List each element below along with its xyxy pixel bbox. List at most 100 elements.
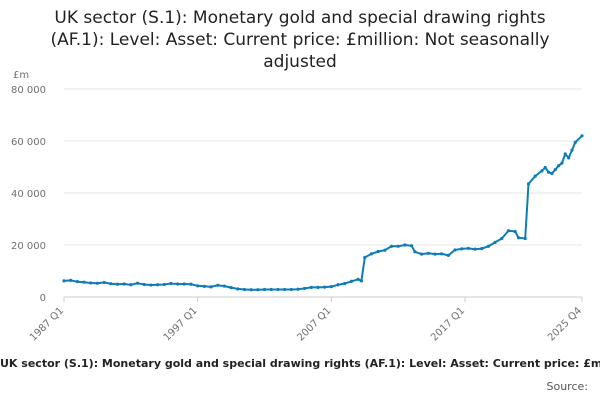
data-point	[155, 283, 160, 287]
data-point	[526, 182, 531, 186]
data-point	[289, 287, 293, 292]
data-point	[533, 174, 537, 178]
data-point	[202, 284, 206, 288]
data-point	[573, 140, 577, 144]
data-point	[189, 282, 193, 286]
series-line	[63, 135, 583, 291]
data-point	[336, 283, 340, 287]
data-point	[296, 287, 300, 291]
data-point	[102, 280, 106, 285]
data-point	[523, 236, 527, 241]
data-point	[216, 283, 220, 287]
data-point	[516, 236, 521, 240]
data-point	[403, 243, 407, 247]
data-point	[567, 156, 571, 160]
data-point	[176, 282, 180, 286]
data-point	[480, 247, 484, 251]
data-point	[196, 284, 200, 288]
data-point	[409, 244, 414, 248]
data-point	[389, 244, 394, 248]
data-point	[363, 255, 367, 260]
data-point	[343, 281, 347, 286]
chart-title-line-1: UK sector (S.1): Monetary gold and speci…	[54, 8, 545, 28]
y-tick-label: 40 000	[11, 189, 46, 200]
data-point	[383, 248, 387, 252]
data-point	[580, 134, 584, 138]
data-point	[122, 282, 126, 286]
data-point	[115, 282, 120, 286]
data-point	[359, 279, 364, 283]
data-point	[349, 279, 354, 283]
y-axis-tick-labels: 0 20 000 40 000 60 000 80 000	[11, 85, 46, 304]
x-tick-label: 2017 Q1	[429, 305, 467, 343]
data-point	[570, 148, 574, 152]
data-point	[546, 170, 551, 174]
data-point	[563, 152, 567, 156]
chart-title: UK sector (S.1): Monetary gold and speci…	[50, 8, 549, 72]
data-point	[466, 246, 470, 250]
data-point	[169, 281, 173, 286]
data-point	[413, 250, 417, 254]
data-point	[433, 252, 437, 256]
data-point	[249, 288, 253, 292]
data-point	[149, 283, 153, 287]
data-point	[209, 285, 213, 289]
data-point	[369, 252, 374, 256]
data-point	[135, 281, 140, 285]
data-point	[276, 287, 280, 292]
data-point	[82, 280, 86, 284]
y-tick-label: 80 000	[11, 85, 46, 96]
data-point	[95, 281, 100, 285]
chart-title-line-2: (AF.1): Level: Asset: Current price: £mi…	[50, 30, 549, 50]
y-tick-label: 0	[40, 293, 46, 304]
data-point	[69, 278, 73, 282]
data-point	[242, 287, 247, 292]
data-point	[426, 251, 430, 255]
data-point	[62, 279, 66, 283]
data-point	[550, 171, 554, 176]
x-tick-label: 1987 Q1	[28, 305, 66, 343]
data-point	[303, 286, 307, 291]
data-point	[236, 287, 240, 291]
series-markers	[62, 134, 584, 292]
grid-lines	[64, 88, 582, 298]
data-point	[269, 287, 273, 292]
x-axis-ticks: 1987 Q1 1997 Q1 2007 Q1 2017 Q1 2025 Q4	[28, 297, 584, 343]
data-point	[162, 282, 166, 287]
data-point	[376, 249, 380, 254]
data-point	[446, 253, 450, 257]
data-point	[453, 248, 457, 252]
data-point	[182, 282, 186, 286]
legend-label: UK sector (S.1): Monetary gold and speci…	[0, 357, 600, 370]
data-point	[473, 247, 477, 251]
y-tick-label: 60 000	[11, 137, 46, 148]
data-point	[553, 168, 557, 172]
data-point	[557, 164, 561, 168]
data-point	[486, 244, 491, 248]
data-point	[262, 287, 267, 292]
data-point	[323, 285, 327, 289]
data-point	[460, 247, 464, 251]
data-point	[540, 169, 544, 173]
data-point	[229, 286, 233, 290]
data-point	[513, 229, 517, 234]
data-point	[419, 252, 424, 256]
data-point	[396, 244, 400, 248]
data-point	[282, 287, 287, 292]
x-tick-label: 2007 Q1	[295, 305, 333, 343]
data-point	[500, 236, 504, 241]
x-tick-label: 1997 Q1	[162, 305, 200, 343]
data-point	[543, 165, 547, 170]
data-point	[222, 284, 227, 288]
data-point	[560, 161, 564, 165]
data-point	[316, 285, 320, 289]
y-tick-label: 20 000	[11, 241, 46, 252]
data-point	[142, 282, 146, 287]
data-point	[309, 285, 313, 289]
data-point	[440, 252, 444, 256]
data-point	[256, 288, 260, 292]
data-point	[129, 283, 133, 287]
data-point	[89, 281, 93, 285]
x-tick-label: 2025 Q4	[546, 305, 584, 343]
